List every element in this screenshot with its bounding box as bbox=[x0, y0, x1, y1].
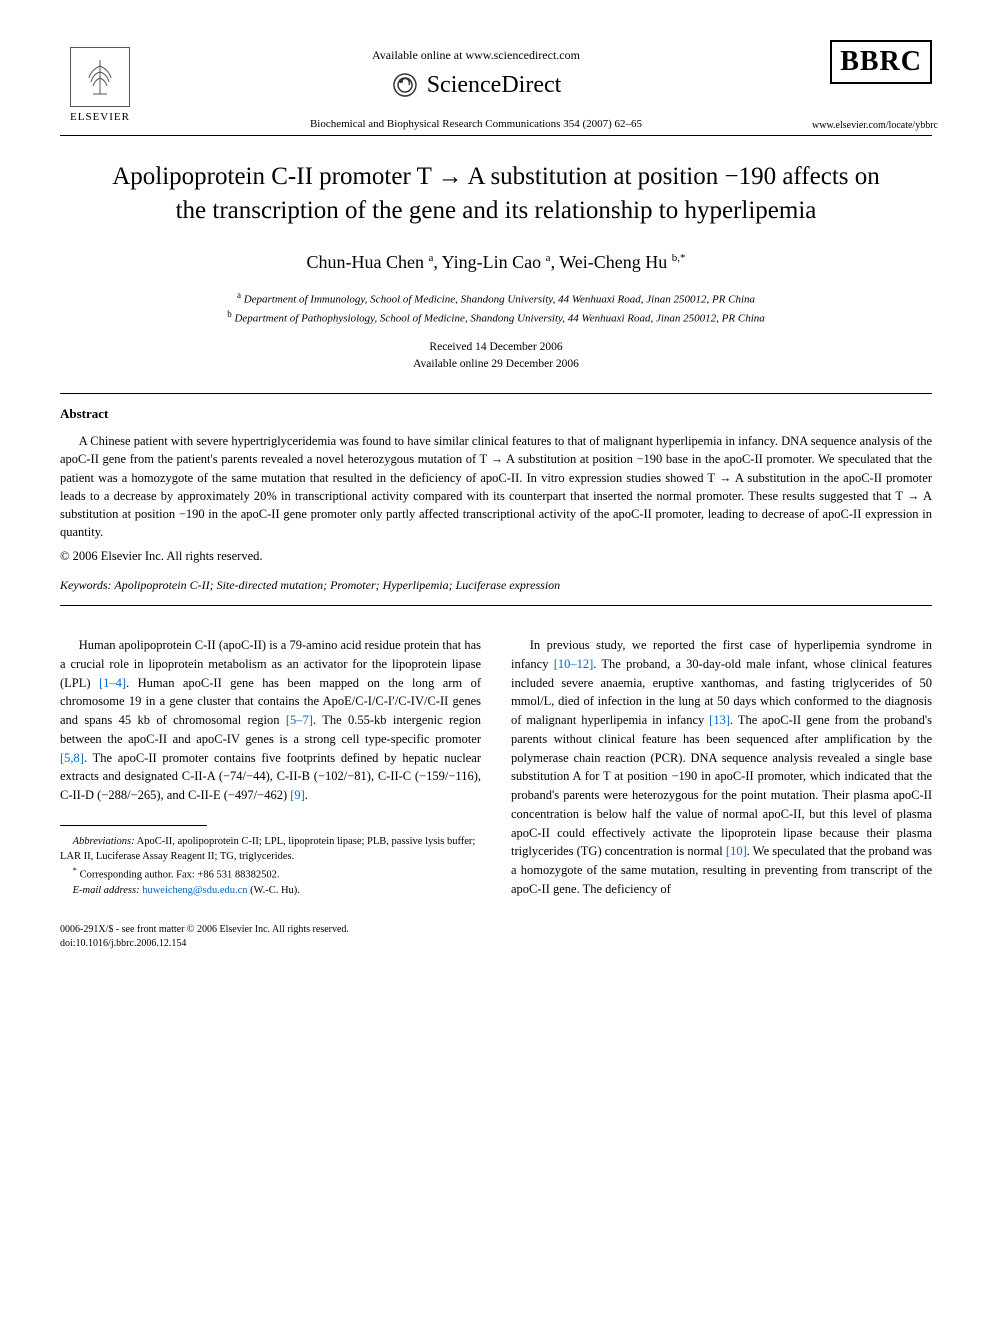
footer-doi: doi:10.1016/j.bbrc.2006.12.154 bbox=[60, 937, 932, 951]
footnotes: Abbreviations: ApoC-II, apolipoprotein C… bbox=[60, 834, 481, 898]
elsevier-tree-icon bbox=[70, 47, 130, 107]
sciencedirect-swirl-icon bbox=[391, 71, 419, 99]
affiliation-a: a Department of Immunology, School of Me… bbox=[60, 289, 932, 308]
received-date: Received 14 December 2006 bbox=[60, 339, 932, 356]
citation-link[interactable]: [1–4] bbox=[99, 676, 126, 690]
elsevier-logo: ELSEVIER bbox=[60, 40, 140, 130]
page-footer: 0006-291X/$ - see front matter © 2006 El… bbox=[60, 923, 932, 951]
footer-front-matter: 0006-291X/$ - see front matter © 2006 El… bbox=[60, 923, 932, 937]
citation-link[interactable]: [10–12] bbox=[554, 657, 594, 671]
column-left: Human apolipoprotein C-II (apoC-II) is a… bbox=[60, 636, 481, 899]
footnote-corresponding: * Corresponding author. Fax: +86 531 883… bbox=[60, 864, 481, 883]
abstract-body: A Chinese patient with severe hypertrigl… bbox=[60, 432, 932, 541]
available-online-text: Available online at www.sciencedirect.co… bbox=[140, 48, 812, 63]
abstract-copyright: © 2006 Elsevier Inc. All rights reserved… bbox=[60, 549, 932, 564]
footnote-email: E-mail address: huweicheng@sdu.edu.cn (W… bbox=[60, 883, 481, 898]
citation-link[interactable]: [13] bbox=[709, 713, 730, 727]
header-divider bbox=[60, 135, 932, 136]
citation-link[interactable]: [9] bbox=[290, 788, 305, 802]
journal-citation: Biochemical and Biophysical Research Com… bbox=[140, 118, 812, 130]
citation-link[interactable]: [5–7] bbox=[286, 713, 313, 727]
column-right: In previous study, we reported the first… bbox=[511, 636, 932, 899]
authors-line: Chun-Hua Chen a, Ying-Lin Cao a, Wei-Che… bbox=[60, 252, 932, 273]
citation-link[interactable]: [10] bbox=[726, 844, 747, 858]
article-title: Apolipoprotein C-II promoter T → A subst… bbox=[100, 160, 892, 228]
bbrc-logo: BBRC bbox=[830, 40, 932, 84]
article-dates: Received 14 December 2006 Available onli… bbox=[60, 339, 932, 374]
affiliation-b: b Department of Pathophysiology, School … bbox=[60, 308, 932, 327]
body-columns: Human apolipoprotein C-II (apoC-II) is a… bbox=[60, 636, 932, 899]
corresponding-email-link[interactable]: huweicheng@sdu.edu.cn bbox=[142, 885, 247, 896]
center-header: Available online at www.sciencedirect.co… bbox=[140, 40, 812, 130]
body-paragraph-1: Human apolipoprotein C-II (apoC-II) is a… bbox=[60, 636, 481, 805]
affiliations: a Department of Immunology, School of Me… bbox=[60, 289, 932, 327]
elsevier-name: ELSEVIER bbox=[70, 111, 130, 123]
footnote-abbreviations: Abbreviations: ApoC-II, apolipoprotein C… bbox=[60, 834, 481, 864]
abstract-heading: Abstract bbox=[60, 406, 932, 422]
keywords-label: Keywords: bbox=[60, 578, 112, 592]
sciencedirect-text: ScienceDirect bbox=[427, 72, 562, 99]
abstract-bottom-rule bbox=[60, 605, 932, 606]
journal-brand-block: BBRC www.elsevier.com/locate/ybbrc bbox=[812, 40, 932, 131]
footnotes-divider bbox=[60, 825, 207, 826]
page-header: ELSEVIER Available online at www.science… bbox=[60, 40, 932, 131]
online-date: Available online 29 December 2006 bbox=[60, 356, 932, 373]
citation-link[interactable]: [5,8] bbox=[60, 751, 84, 765]
abstract-top-rule bbox=[60, 393, 932, 394]
body-paragraph-2: In previous study, we reported the first… bbox=[511, 636, 932, 899]
keywords-line: Keywords: Apolipoprotein C-II; Site-dire… bbox=[60, 578, 932, 593]
keywords-text: Apolipoprotein C-II; Site-directed mutat… bbox=[114, 578, 560, 592]
sciencedirect-logo: ScienceDirect bbox=[391, 71, 562, 99]
journal-url: www.elsevier.com/locate/ybbrc bbox=[812, 120, 932, 131]
